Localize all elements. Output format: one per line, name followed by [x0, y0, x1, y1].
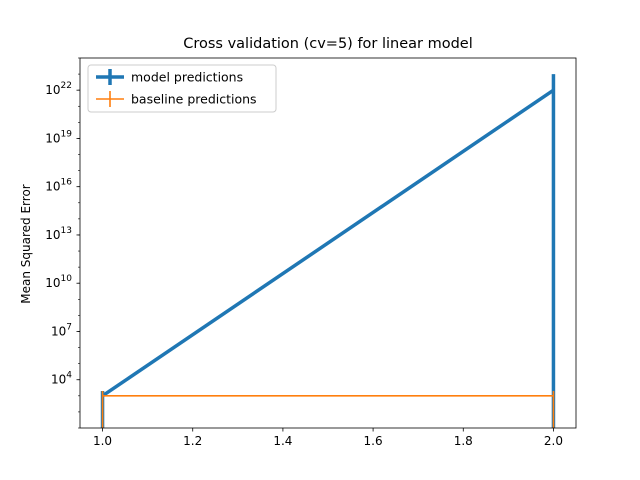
- y-tick-label: 104: [51, 371, 72, 387]
- axes-frame: [79, 57, 577, 429]
- x-tick-label: 1.4: [273, 434, 292, 448]
- y-axis-label: Mean Squared Error: [19, 184, 33, 304]
- legend-box: [87, 64, 277, 113]
- series-line-1: [101, 88, 555, 398]
- x-tick-label: 2.0: [544, 434, 563, 448]
- legend-label: model predictions: [131, 70, 243, 85]
- y-tick-label: 1016: [45, 178, 72, 194]
- y-tick-label: 1010: [45, 274, 72, 290]
- y-tick-label: 1019: [45, 129, 72, 145]
- y-tick-label: 1013: [45, 226, 72, 242]
- series-1: [100, 74, 556, 428]
- series-2: [101, 390, 555, 428]
- x-tick-label: 1.6: [364, 434, 383, 448]
- plot-area: [100, 74, 556, 428]
- y-tick-label: 107: [51, 322, 72, 338]
- x-tick-label: 1.8: [454, 434, 473, 448]
- legend: model predictions baseline predictions: [87, 64, 277, 113]
- y-tick-label: 1022: [45, 81, 72, 97]
- chart-title: Cross validation (cv=5) for linear model: [183, 36, 473, 52]
- legend-label: baseline predictions: [131, 92, 257, 107]
- x-tick-label: 1.0: [93, 434, 112, 448]
- x-tick-label: 1.2: [183, 434, 202, 448]
